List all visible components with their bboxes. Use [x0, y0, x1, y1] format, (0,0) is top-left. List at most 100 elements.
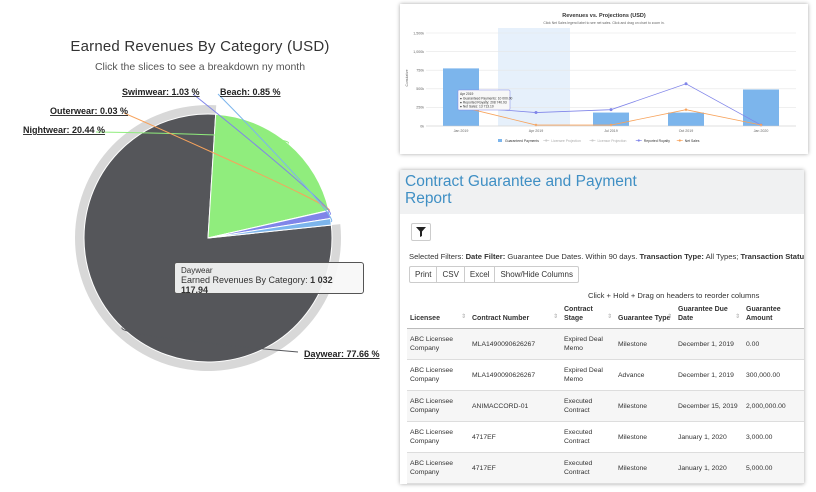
sort-icon: ⇕: [606, 314, 612, 320]
pie-label-connector: [217, 93, 332, 223]
legend-item-reported-royalty[interactable]: Reported Royalty: [635, 139, 671, 143]
filter-icon: [416, 227, 426, 237]
table-row[interactable]: ABC Licensee Company MLA1490090626267 Expi…: [407, 359, 804, 391]
rvp-tooltip-title: Apr 2019: [460, 92, 474, 96]
table-cell: Expired Deal Memo: [561, 359, 615, 391]
table-cell: ABC Licensee Company: [407, 421, 469, 453]
table-cell: 300,000.00: [743, 359, 804, 391]
table-cell: ABC Licensee Company: [407, 359, 469, 391]
export-button-group: Print CSV Excel Show/Hide Columns: [409, 266, 579, 283]
table-cell: 4717EF: [469, 452, 561, 484]
pie-data-label[interactable]: Daywear: 77.66 %: [304, 349, 380, 359]
pie-slice-nightwear[interactable]: [207, 113, 330, 239]
date-filter-value: Guarantee Due Dates. Within 90 days.: [505, 252, 640, 261]
x-tick-label: Jan 2020: [754, 129, 769, 133]
pie-data-label[interactable]: Outerwear: 0.03 %: [50, 106, 128, 116]
table-row[interactable]: ABC Licensee Company MLA1490090626267 Expi…: [407, 328, 804, 360]
line-point[interactable]: [684, 82, 688, 86]
pie-tooltip: Daywear Earned Revenues By Category: 1 0…: [174, 262, 364, 295]
pie-data-label[interactable]: Beach: 0.85 %: [220, 87, 281, 97]
table-cell: ABC Licensee Company: [407, 390, 469, 422]
table-cell: 4717EF: [469, 421, 561, 453]
pie-chart-subtitle: Click the slices to see a breakdown ny m…: [94, 61, 306, 73]
column-header-guarantee-type[interactable]: Guarantee Type ⇕: [615, 303, 675, 329]
show-hide-columns-button[interactable]: Show/Hide Columns: [495, 266, 579, 283]
table-cell: ABC Licensee Company: [407, 328, 469, 360]
x-tick-label: Jul 2019: [604, 129, 618, 133]
svg-text:Guaranteed Payments: Guaranteed Payments: [505, 139, 539, 143]
legend-item-guaranteed-payments[interactable]: Guaranteed Payments: [498, 139, 539, 143]
report-panel: Contract Guarantee and Payment Report Se…: [400, 170, 804, 484]
transaction-type-value: All Types;: [703, 252, 741, 261]
rvp-title: Revenues vs. Projections (USD): [562, 13, 646, 19]
selected-filters: Selected Filters: Date Filter: Guarantee…: [409, 252, 804, 261]
x-tick-label: Oct 2019: [679, 129, 694, 133]
table-cell: December 1, 2019: [675, 359, 743, 391]
y-axis-label: Cumulative: [405, 69, 409, 86]
y-tick-label: 750k: [416, 69, 424, 73]
column-header-guarantee-due-date[interactable]: Guarantee Due Date ⇕: [675, 303, 743, 329]
table-cell: 2,000,000.00: [743, 390, 804, 422]
table-cell: Executed Contract: [561, 452, 615, 484]
x-tick-label: Apr 2019: [529, 129, 544, 133]
pie-chart-title: Earned Revenues By Category (USD): [70, 38, 330, 55]
column-header-licensee[interactable]: Licensee ⇕: [407, 303, 469, 329]
report-table: Licensee ⇕ Contract Number ⇕ Contract Stag…: [407, 303, 804, 484]
table-cell: January 1, 2020: [675, 452, 743, 484]
bar-guaranteed-payments[interactable]: [593, 112, 629, 126]
table-cell: Executed Contract: [561, 421, 615, 453]
legend-item-licensee-projection[interactable]: Licensee Projection: [543, 139, 581, 143]
svg-text:Net Sales: Net Sales: [685, 139, 700, 143]
table-cell: December 1, 2019: [675, 328, 743, 360]
bar-guaranteed-payments[interactable]: [743, 89, 779, 126]
filters-prefix: Selected Filters:: [409, 252, 466, 261]
pie-chart-panel: Earned Revenues By Category (USD) Click …: [0, 0, 400, 492]
svg-text:Licensor Projection: Licensor Projection: [598, 139, 627, 143]
line-point[interactable]: [684, 108, 688, 112]
table-cell: January 1, 2020: [675, 421, 743, 453]
table-row[interactable]: ABC Licensee Company 4717EF Executed Contr…: [407, 421, 804, 453]
excel-button[interactable]: Excel: [464, 266, 496, 283]
legend-item-net-sales[interactable]: Net Sales: [676, 139, 700, 143]
print-button[interactable]: Print: [409, 266, 438, 283]
table-cell: Expired Deal Memo: [561, 328, 615, 360]
sort-icon: ⇕: [460, 314, 466, 320]
table-cell: MLA1490090626267: [469, 328, 561, 360]
pie-data-label[interactable]: Swimwear: 1.03 %: [122, 87, 200, 97]
csv-button[interactable]: CSV: [437, 266, 465, 283]
table-cell: 3,000.00: [743, 421, 804, 453]
column-header-guarantee-amount[interactable]: Guarantee Amount: [743, 303, 804, 329]
table-cell: Milestone: [615, 328, 675, 360]
line-point[interactable]: [609, 108, 613, 112]
line-point[interactable]: [534, 111, 538, 115]
pie-label-connector: [95, 131, 289, 144]
column-header-contract-number[interactable]: Contract Number ⇕: [469, 303, 561, 329]
table-cell: 5,000.00: [743, 452, 804, 484]
table-cell: December 15, 2019: [675, 390, 743, 422]
svg-text:Licensee Projection: Licensee Projection: [551, 139, 581, 143]
table-cell: Advance: [615, 359, 675, 391]
pie-data-label[interactable]: Nightwear: 20.44 %: [23, 125, 105, 135]
revenues-projections-chart[interactable]: Revenues vs. Projections (USD) Click Net …: [400, 4, 808, 154]
report-header: Contract Guarantee and Payment Report: [400, 170, 804, 214]
svg-text:Reported Royalty: Reported Royalty: [644, 139, 671, 143]
pie-tooltip-value: 1 032 117.94: [181, 275, 333, 295]
column-header-contract-stage[interactable]: Contract Stage ⇕: [561, 303, 615, 329]
rvp-tooltip: Apr 2019● Guaranteed Payments: 10 000.00…: [457, 89, 513, 111]
bar-guaranteed-payments[interactable]: [668, 112, 704, 126]
table-cell: Milestone: [615, 390, 675, 422]
table-row[interactable]: ABC Licensee Company ANIMACCORD-01 Execute…: [407, 390, 804, 422]
rvp-tooltip-line: ● Guaranteed Payments: 10 000.00: [460, 97, 513, 101]
pie-tooltip-category: Daywear: [181, 266, 213, 275]
table-row[interactable]: ABC Licensee Company 4717EF Executed Contr…: [407, 452, 804, 484]
pie-label-connector: [123, 112, 330, 211]
pie-label-connector: [121, 327, 299, 353]
legend-item-licensor-projection[interactable]: Licensor Projection: [589, 139, 627, 143]
sort-icon: ⇕: [734, 314, 740, 320]
rvp-subtitle: Click Net Sales legend label to see net …: [543, 21, 664, 25]
date-filter-label: Date Filter:: [465, 252, 506, 261]
y-tick-label: 0k: [420, 124, 424, 128]
filter-button[interactable]: [411, 223, 431, 241]
table-cell: 0.00: [743, 328, 804, 360]
pie-label-connector: [192, 93, 331, 216]
